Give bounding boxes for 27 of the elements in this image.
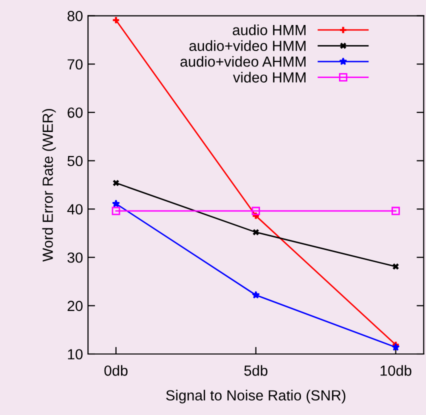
x-tick-label: 10db [380, 365, 412, 376]
y-tick-label: 10 [68, 349, 83, 360]
y-tick-label: 50 [68, 156, 83, 166]
legend-label: audio HMM [232, 24, 306, 36]
y-tick-label: 60 [68, 108, 83, 118]
y-tick-label: 20 [68, 300, 83, 312]
point [252, 290, 260, 299]
y-axis-title: Word Error Rate (WER) [42, 108, 56, 262]
x-tick-label: 5db [244, 365, 268, 376]
y-tick-label: 40 [67, 204, 83, 214]
point [112, 200, 120, 208]
point [112, 16, 120, 24]
point [392, 206, 400, 216]
x-axis-title: Signal to Noise Ratio (SNR) [166, 390, 346, 404]
point [112, 206, 120, 216]
point [252, 229, 259, 236]
point [392, 263, 399, 270]
point [392, 343, 400, 351]
y-tick-label: 80 [68, 10, 83, 22]
y-tick-label: 70 [68, 59, 83, 70]
x-tick-label: 0db [104, 365, 128, 376]
point [112, 180, 120, 186]
legend-label: video HMM [233, 72, 306, 83]
legend-label: audio+video HMM [189, 40, 306, 52]
y-tick-label: 30 [67, 252, 83, 263]
legend-label: audio+video AHMM [180, 56, 306, 67]
point [252, 206, 260, 216]
